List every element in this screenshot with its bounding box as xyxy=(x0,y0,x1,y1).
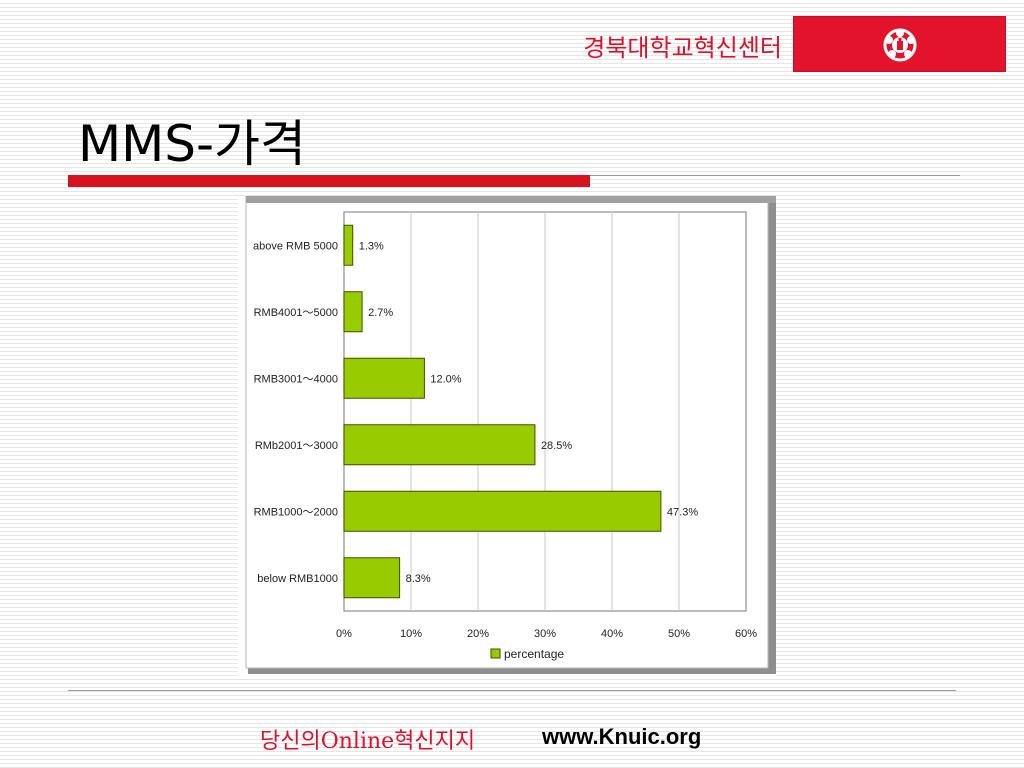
y-category-label: above RMB 5000 xyxy=(253,240,338,252)
y-category-label: RMb2001～3000 xyxy=(255,440,338,452)
data-label: 2.7% xyxy=(368,307,393,319)
bar xyxy=(343,424,536,466)
bar xyxy=(343,490,662,532)
title-divider-thin xyxy=(590,175,960,176)
y-category-label: RMB1000～2000 xyxy=(254,506,338,518)
university-emblem-icon xyxy=(883,28,917,62)
legend-swatch xyxy=(490,648,501,659)
bar xyxy=(343,224,354,266)
x-tick-label: 40% xyxy=(601,628,623,640)
title-divider-red xyxy=(68,175,590,187)
footer-tagline: 당신의Online혁신지지 xyxy=(260,729,476,754)
x-tick-label: 30% xyxy=(534,628,556,640)
x-tick-label: 20% xyxy=(467,628,489,640)
chart-frame-top xyxy=(246,196,776,203)
footer-divider xyxy=(68,690,956,691)
bar xyxy=(343,357,425,399)
y-category-label: below RMB1000 xyxy=(257,573,338,585)
x-tick-label: 0% xyxy=(336,628,352,640)
data-label: 12.0% xyxy=(430,373,461,385)
org-name: 경북대학교혁신센터 xyxy=(583,34,782,62)
data-label: 8.3% xyxy=(406,573,431,585)
x-tick-label: 50% xyxy=(668,628,690,640)
legend-label: percentage xyxy=(504,647,564,661)
x-tick-label: 60% xyxy=(735,628,757,640)
data-label: 47.3% xyxy=(667,506,698,518)
logo-banner xyxy=(793,16,1006,72)
bar xyxy=(343,291,363,333)
data-label: 1.3% xyxy=(359,240,384,252)
slide-title: MMS-가격 xyxy=(78,115,307,173)
x-tick-label: 10% xyxy=(400,628,422,640)
data-label: 28.5% xyxy=(541,440,572,452)
bar xyxy=(343,557,401,599)
bar-chart: 0% 10% 20% 30% 40% 50% 60% above RMB 5000 1.3% RM… xyxy=(245,196,776,674)
footer-url[interactable]: www.Knuic.org xyxy=(542,724,702,749)
y-category-label: RMB3001～4000 xyxy=(254,373,338,385)
y-category-label: RMB4001～5000 xyxy=(254,307,338,319)
